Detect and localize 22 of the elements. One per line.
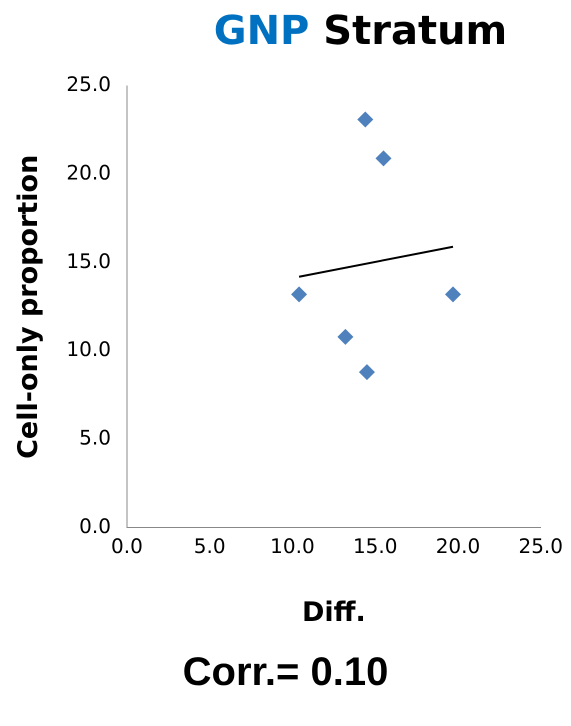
text: Corr.= 0.10 [182, 650, 390, 695]
chart-title: GNP Stratum [214, 8, 508, 54]
y-tick-label: 25.0 [66, 72, 111, 96]
x-tick-label: 0.0 [111, 534, 143, 558]
point [358, 364, 375, 380]
y-tick-label: 10.0 [66, 337, 111, 362]
point [337, 328, 354, 345]
point [445, 286, 462, 302]
x-axis-title: Diff. [302, 596, 366, 628]
y-tick-label: 20.0 [66, 160, 111, 185]
x-tick-label: 25.0 [518, 534, 563, 558]
x-tick-label: 15.0 [352, 534, 398, 558]
y-axis-title: Cell-only proportion [13, 154, 44, 459]
x-tick-label: 10.0 [270, 534, 315, 558]
y-tick-label: 5.0 [79, 425, 111, 450]
y-tick-label: 0.0 [79, 514, 111, 538]
y-tick-label: 15.0 [66, 248, 111, 273]
x-tick-label: 20.0 [436, 534, 480, 558]
point [375, 150, 392, 166]
point [291, 286, 308, 302]
point [357, 112, 374, 128]
x-tick-label: 5.0 [194, 534, 226, 558]
